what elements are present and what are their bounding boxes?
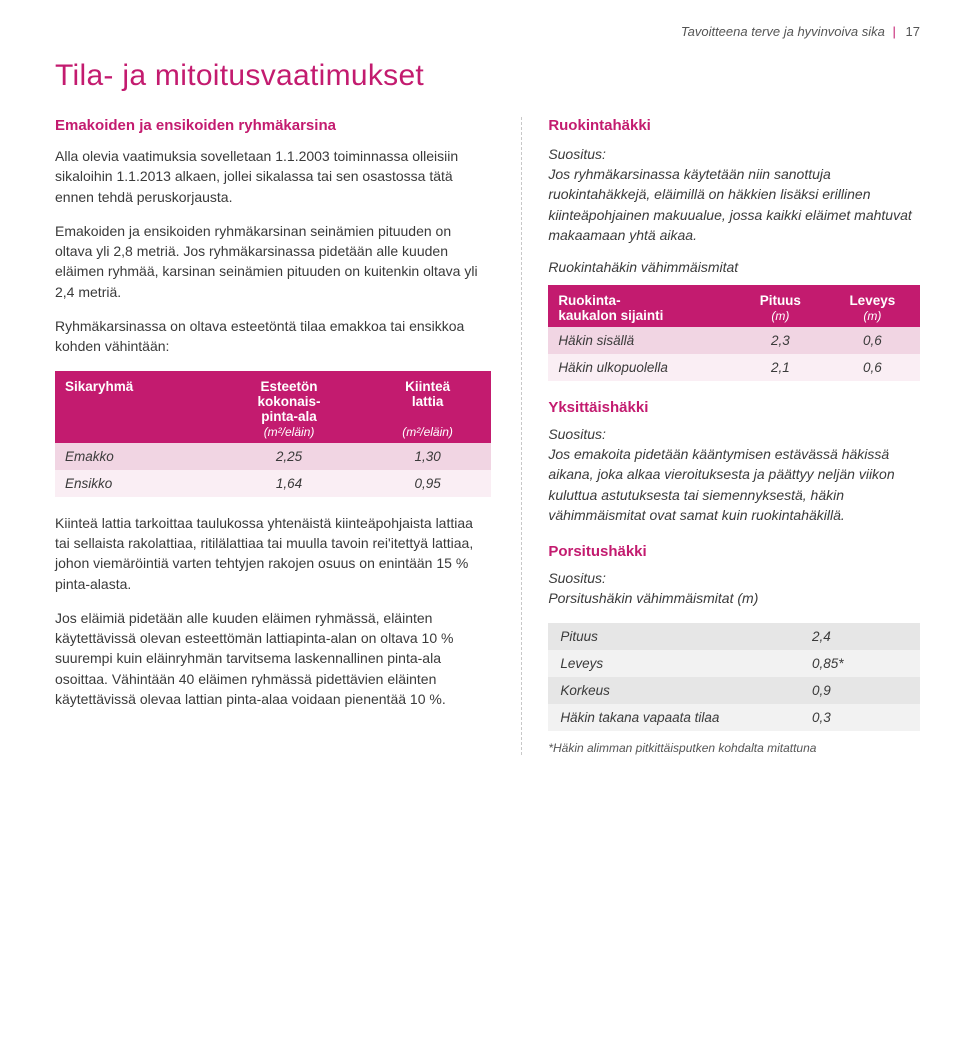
t1-col1-h: Sikaryhmä xyxy=(55,371,214,443)
left-p4: Kiinteä lattia tarkoittaa taulukossa yht… xyxy=(55,513,491,594)
page-title: Tila- ja mitoitusvaatimukset xyxy=(55,59,920,93)
rec1-label: Suositus: xyxy=(548,146,920,162)
table-ruokinta: Ruokinta- kaukalon sijainti Pituus (m) L… xyxy=(548,285,920,381)
table-row: Ensikko1,640,95 xyxy=(55,470,491,497)
right-column: Ruokintahäkki Suositus: Jos ryhmäkarsina… xyxy=(521,117,920,755)
footnote: *Häkin alimman pitkittäisputken kohdalta… xyxy=(548,741,920,755)
right-h3: Porsitushäkki xyxy=(548,543,920,560)
two-column-layout: Emakoiden ja ensikoiden ryhmäkarsina All… xyxy=(55,117,920,755)
t2-col3-h: Leveys (m) xyxy=(825,285,920,327)
table-row: Häkin ulkopuolella2,10,6 xyxy=(548,354,920,381)
t1-col3-h: Kiinteä lattia (m²/eläin) xyxy=(364,371,491,443)
left-p3: Ryhmäkarsinassa on oltava esteetöntä til… xyxy=(55,316,491,357)
header-text: Tavoitteena terve ja hyvinvoiva sika xyxy=(681,24,885,39)
rec2-label: Suositus: xyxy=(548,426,920,442)
right-h1: Ruokintahäkki xyxy=(548,117,920,134)
left-column: Emakoiden ja ensikoiden ryhmäkarsina All… xyxy=(55,117,491,755)
ital1: Ruokintahäkin vähimmäismitat xyxy=(548,259,920,275)
t2-col1-h: Ruokinta- kaukalon sijainti xyxy=(548,285,736,327)
t1-col2-h: Esteetön kokonais- pinta-ala (m²/eläin) xyxy=(214,371,364,443)
table-row: Pituus2,4 xyxy=(548,623,920,650)
left-subhead: Emakoiden ja ensikoiden ryhmäkarsina xyxy=(55,117,491,134)
t2-col2-h: Pituus (m) xyxy=(736,285,825,327)
table-row: Häkin sisällä2,30,6 xyxy=(548,327,920,354)
page-number: 17 xyxy=(906,24,920,39)
running-header: Tavoitteena terve ja hyvinvoiva sika | 1… xyxy=(55,24,920,39)
rec3-body: Porsitushäkin vähimmäismitat (m) xyxy=(548,588,920,608)
table-row: Korkeus0,9 xyxy=(548,677,920,704)
left-p2: Emakoiden ja ensikoiden ryhmäkarsinan se… xyxy=(55,221,491,302)
header-bar: | xyxy=(893,24,896,39)
left-p1: Alla olevia vaatimuksia sovelletaan 1.1.… xyxy=(55,146,491,207)
table-row: Leveys0,85* xyxy=(548,650,920,677)
rec3-label: Suositus: xyxy=(548,570,920,586)
table-sikaryhma: Sikaryhmä Esteetön kokonais- pinta-ala (… xyxy=(55,371,491,497)
left-p5: Jos eläimiä pidetään alle kuuden eläimen… xyxy=(55,608,491,709)
right-h2: Yksittäishäkki xyxy=(548,399,920,416)
table-row: Häkin takana vapaata tilaa0,3 xyxy=(548,704,920,731)
table-porsitus: Pituus2,4Leveys0,85*Korkeus0,9Häkin taka… xyxy=(548,623,920,731)
rec1-body: Jos ryhmäkarsinassa käytetään niin sanot… xyxy=(548,164,920,245)
table-row: Emakko2,251,30 xyxy=(55,443,491,470)
rec2-body: Jos emakoita pidetään kääntymisen estävä… xyxy=(548,444,920,525)
